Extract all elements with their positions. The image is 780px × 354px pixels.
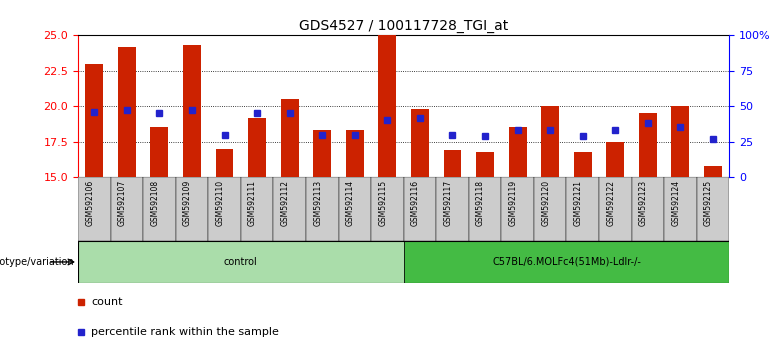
Text: control: control (224, 257, 257, 267)
Text: GSM592106: GSM592106 (85, 180, 94, 227)
Bar (502, 177, 534, 241)
Bar (215, 149, 233, 177)
Bar (183, 45, 201, 177)
Bar (566, 177, 599, 241)
Text: GSM592121: GSM592121 (574, 180, 583, 226)
Text: percentile rank within the sample: percentile rank within the sample (91, 327, 279, 337)
Text: genotype/variation: genotype/variation (0, 257, 74, 267)
Bar (404, 177, 436, 241)
Bar (444, 150, 462, 177)
Bar (697, 177, 729, 241)
Text: C57BL/6.MOLFc4(51Mb)-Ldlr-/-: C57BL/6.MOLFc4(51Mb)-Ldlr-/- (492, 257, 641, 267)
Bar (144, 177, 176, 241)
Bar (541, 106, 559, 177)
Bar (273, 177, 306, 241)
Text: GSM592111: GSM592111 (248, 180, 257, 226)
Text: GSM592123: GSM592123 (639, 180, 648, 226)
Bar (436, 177, 469, 241)
Bar (639, 113, 657, 177)
Text: GSM592118: GSM592118 (476, 180, 485, 226)
Bar (208, 177, 241, 241)
Bar (632, 177, 665, 241)
Bar (306, 177, 339, 241)
Bar (665, 177, 697, 241)
Bar (118, 47, 136, 177)
Bar (672, 106, 690, 177)
Bar (78, 177, 111, 241)
Bar (574, 152, 592, 177)
Bar (176, 177, 208, 241)
Bar (339, 177, 371, 241)
Bar (151, 127, 168, 177)
Bar (241, 177, 274, 241)
Text: count: count (91, 297, 122, 307)
Text: GSM592115: GSM592115 (378, 180, 388, 226)
Bar (704, 166, 722, 177)
Bar (411, 109, 429, 177)
Title: GDS4527 / 100117728_TGI_at: GDS4527 / 100117728_TGI_at (299, 19, 509, 33)
Bar (469, 177, 502, 241)
Bar (534, 177, 566, 241)
Bar (599, 177, 632, 241)
Bar (85, 64, 103, 177)
Text: GSM592119: GSM592119 (509, 180, 518, 226)
Bar (378, 35, 396, 177)
Bar (371, 177, 404, 241)
Bar (404, 241, 729, 283)
Text: GSM592107: GSM592107 (118, 180, 127, 227)
Bar (509, 127, 526, 177)
Text: GSM592113: GSM592113 (314, 180, 322, 226)
Bar (606, 142, 624, 177)
Text: GSM592120: GSM592120 (541, 180, 550, 226)
Text: GSM592109: GSM592109 (183, 180, 192, 227)
Text: GSM592114: GSM592114 (346, 180, 355, 226)
Text: GSM592122: GSM592122 (606, 180, 615, 226)
Bar (346, 130, 363, 177)
Bar (78, 241, 404, 283)
Text: GSM592108: GSM592108 (151, 180, 159, 226)
Text: GSM592116: GSM592116 (411, 180, 420, 226)
Bar (476, 152, 494, 177)
Bar (314, 130, 332, 177)
Text: GSM592117: GSM592117 (444, 180, 452, 226)
Text: GSM592110: GSM592110 (215, 180, 225, 226)
Bar (111, 177, 144, 241)
Bar (248, 118, 266, 177)
Text: GSM592125: GSM592125 (704, 180, 713, 226)
Text: GSM592112: GSM592112 (281, 180, 289, 226)
Text: GSM592124: GSM592124 (672, 180, 680, 226)
Bar (281, 99, 299, 177)
